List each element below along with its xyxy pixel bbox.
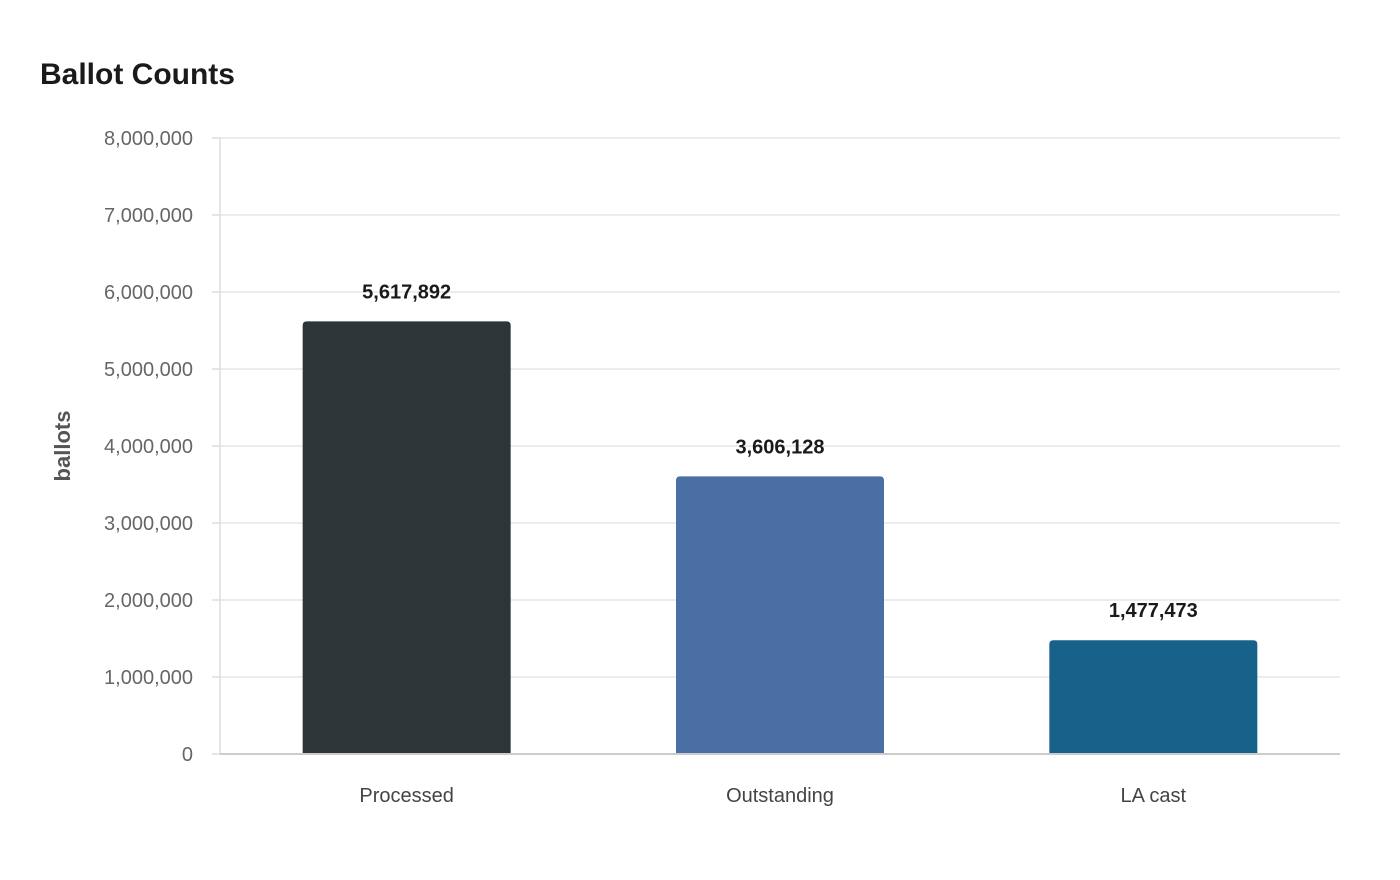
- x-tick-label: Outstanding: [726, 785, 834, 807]
- axes: [219, 138, 1340, 755]
- y-tick-label: 8,000,000: [104, 128, 193, 150]
- x-tick-label: Processed: [359, 785, 454, 807]
- y-tick-label: 2,000,000: [104, 590, 193, 612]
- x-axis-ticks: Processed Outstanding LA cast: [359, 785, 1186, 807]
- y-tick-label: 1,000,000: [104, 667, 193, 689]
- x-tick-label: LA cast: [1121, 785, 1187, 807]
- bar-value-label: 5,617,892: [362, 281, 451, 303]
- y-tick-label: 6,000,000: [104, 282, 193, 304]
- bar-processed: [302, 321, 511, 754]
- y-tick-label: 3,000,000: [104, 513, 193, 535]
- y-axis-ticks: 0 1,000,000 2,000,000 3,000,000 4,000,000 5,0…: [104, 128, 220, 766]
- bar-value-label: 3,606,128: [736, 436, 825, 458]
- y-tick-label: 5,000,000: [104, 359, 193, 381]
- y-tick-label: 7,000,000: [104, 205, 193, 227]
- bar-outstanding: [676, 476, 884, 754]
- bar-value-label: 1,477,473: [1109, 600, 1198, 622]
- bar-la-cast: [1049, 640, 1258, 754]
- y-tick-label: 4,000,000: [104, 436, 193, 458]
- chart-title: Ballot Counts: [40, 58, 235, 91]
- bar-value-labels: 5,617,892 3,606,128 1,477,473: [362, 281, 1198, 622]
- y-tick-label: 0: [182, 744, 193, 766]
- bars: [302, 321, 1258, 754]
